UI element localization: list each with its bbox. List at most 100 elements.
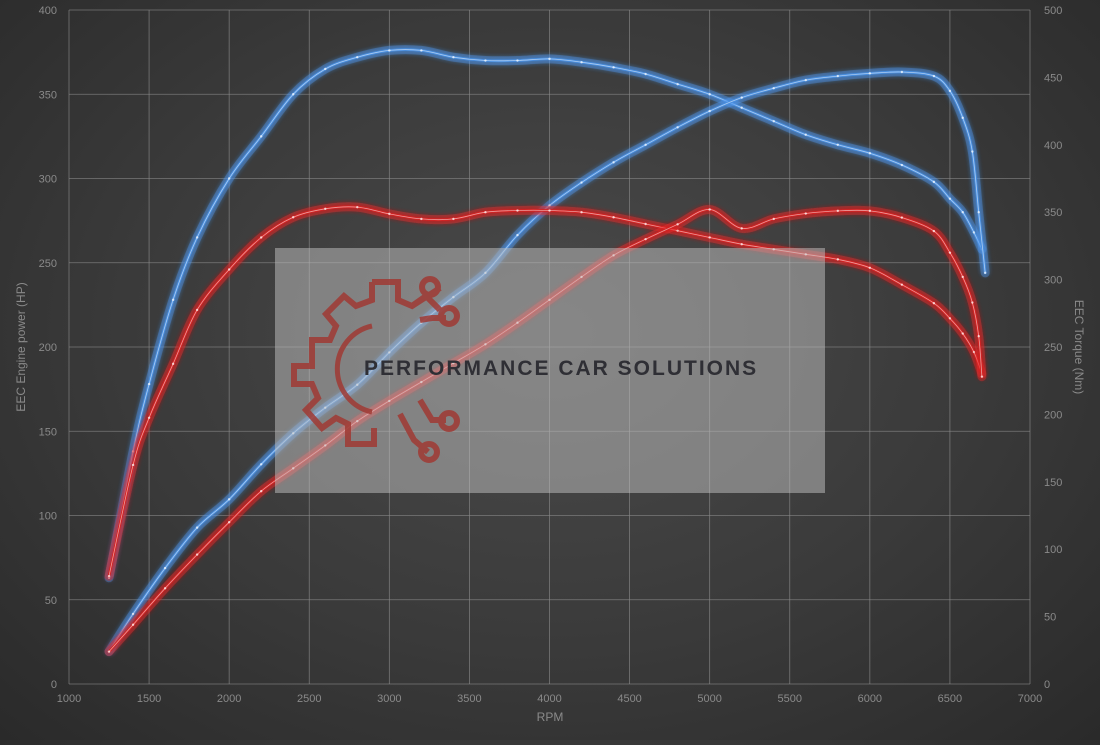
data-point xyxy=(420,217,423,221)
data-point xyxy=(676,82,679,86)
x-tick-label: 2500 xyxy=(297,693,321,705)
left-y-tick-label: 0 xyxy=(51,679,57,691)
data-point xyxy=(804,212,807,215)
data-point xyxy=(971,301,974,304)
data-point xyxy=(961,116,964,120)
data-point xyxy=(516,233,519,237)
data-point xyxy=(548,204,551,207)
left-y-tick-label: 150 xyxy=(39,426,57,438)
series-line-2 xyxy=(104,202,987,581)
data-point xyxy=(452,55,455,59)
data-point xyxy=(932,301,936,305)
data-point xyxy=(804,133,807,136)
data-point xyxy=(580,211,583,214)
data-point xyxy=(227,268,231,271)
data-point xyxy=(324,67,327,71)
data-point xyxy=(708,236,711,239)
data-point xyxy=(868,209,872,213)
data-point xyxy=(107,574,111,578)
data-point xyxy=(708,109,711,113)
data-point xyxy=(516,59,519,62)
data-point xyxy=(740,106,743,109)
data-point xyxy=(868,152,872,155)
data-point xyxy=(644,222,647,226)
data-point xyxy=(948,317,952,320)
data-point xyxy=(260,490,263,493)
right-y-tick-label: 300 xyxy=(1044,275,1062,287)
data-point xyxy=(612,161,615,164)
left-y-tick-label: 250 xyxy=(39,258,57,270)
data-point xyxy=(388,212,391,216)
data-point xyxy=(961,211,964,214)
right-y-tick-label: 400 xyxy=(1044,140,1062,152)
right-y-tick-label: 150 xyxy=(1044,477,1062,489)
data-point xyxy=(163,566,167,570)
data-point xyxy=(900,216,904,219)
right-y-tick-label: 50 xyxy=(1044,612,1056,624)
data-point xyxy=(772,86,775,90)
data-point xyxy=(163,587,167,590)
series-line-1 xyxy=(104,67,990,657)
data-point xyxy=(171,298,175,302)
left-y-tick-label: 200 xyxy=(39,342,57,354)
data-point xyxy=(676,126,679,129)
data-point xyxy=(131,612,135,616)
data-point xyxy=(836,258,839,261)
data-point xyxy=(260,236,263,239)
data-point xyxy=(961,332,964,335)
series-highlight xyxy=(108,71,986,652)
data-point xyxy=(484,211,487,214)
data-point xyxy=(227,498,231,501)
left-y-tick-label: 400 xyxy=(39,5,57,17)
right-y-axis-title: EEC Torque (Nm) xyxy=(1072,300,1086,394)
data-point xyxy=(708,208,711,211)
data-point xyxy=(961,275,964,279)
x-tick-label: 3000 xyxy=(377,693,401,705)
data-point xyxy=(836,209,839,213)
data-point xyxy=(195,236,199,239)
data-point xyxy=(292,216,295,219)
data-point xyxy=(972,231,976,234)
data-point xyxy=(804,78,807,82)
data-point xyxy=(388,49,391,52)
data-point xyxy=(772,217,775,221)
series-line-0 xyxy=(104,45,987,583)
x-tick-label: 1000 xyxy=(57,693,81,705)
x-tick-label: 7000 xyxy=(1018,693,1042,705)
right-y-tick-label: 350 xyxy=(1044,207,1062,219)
data-point xyxy=(980,375,984,378)
data-point xyxy=(644,143,647,146)
data-point xyxy=(612,66,615,69)
data-point xyxy=(227,177,231,180)
data-point xyxy=(900,163,904,167)
data-point xyxy=(107,650,111,653)
data-point xyxy=(195,526,199,529)
data-point xyxy=(932,180,936,184)
data-point xyxy=(548,209,551,212)
x-tick-label: 2000 xyxy=(217,693,241,705)
data-point xyxy=(420,49,423,52)
left-y-tick-label: 100 xyxy=(39,511,57,523)
data-point xyxy=(868,72,872,75)
left-y-tick-label: 50 xyxy=(45,595,57,607)
data-point xyxy=(708,93,711,96)
right-y-tick-label: 500 xyxy=(1044,5,1062,17)
data-point xyxy=(324,207,327,211)
data-point xyxy=(195,553,199,556)
watermark-panel xyxy=(275,248,825,493)
right-y-tick-label: 450 xyxy=(1044,72,1062,84)
data-point xyxy=(932,74,936,78)
data-point xyxy=(171,362,175,366)
data-point xyxy=(131,623,135,626)
data-point xyxy=(948,251,952,254)
x-tick-label: 4500 xyxy=(617,693,641,705)
data-point xyxy=(977,335,980,338)
data-point xyxy=(195,308,199,312)
data-point xyxy=(900,283,904,286)
data-point xyxy=(644,72,647,76)
data-point xyxy=(131,463,135,467)
data-point xyxy=(260,463,263,466)
x-tick-label: 6000 xyxy=(858,693,882,705)
data-point xyxy=(292,93,295,96)
